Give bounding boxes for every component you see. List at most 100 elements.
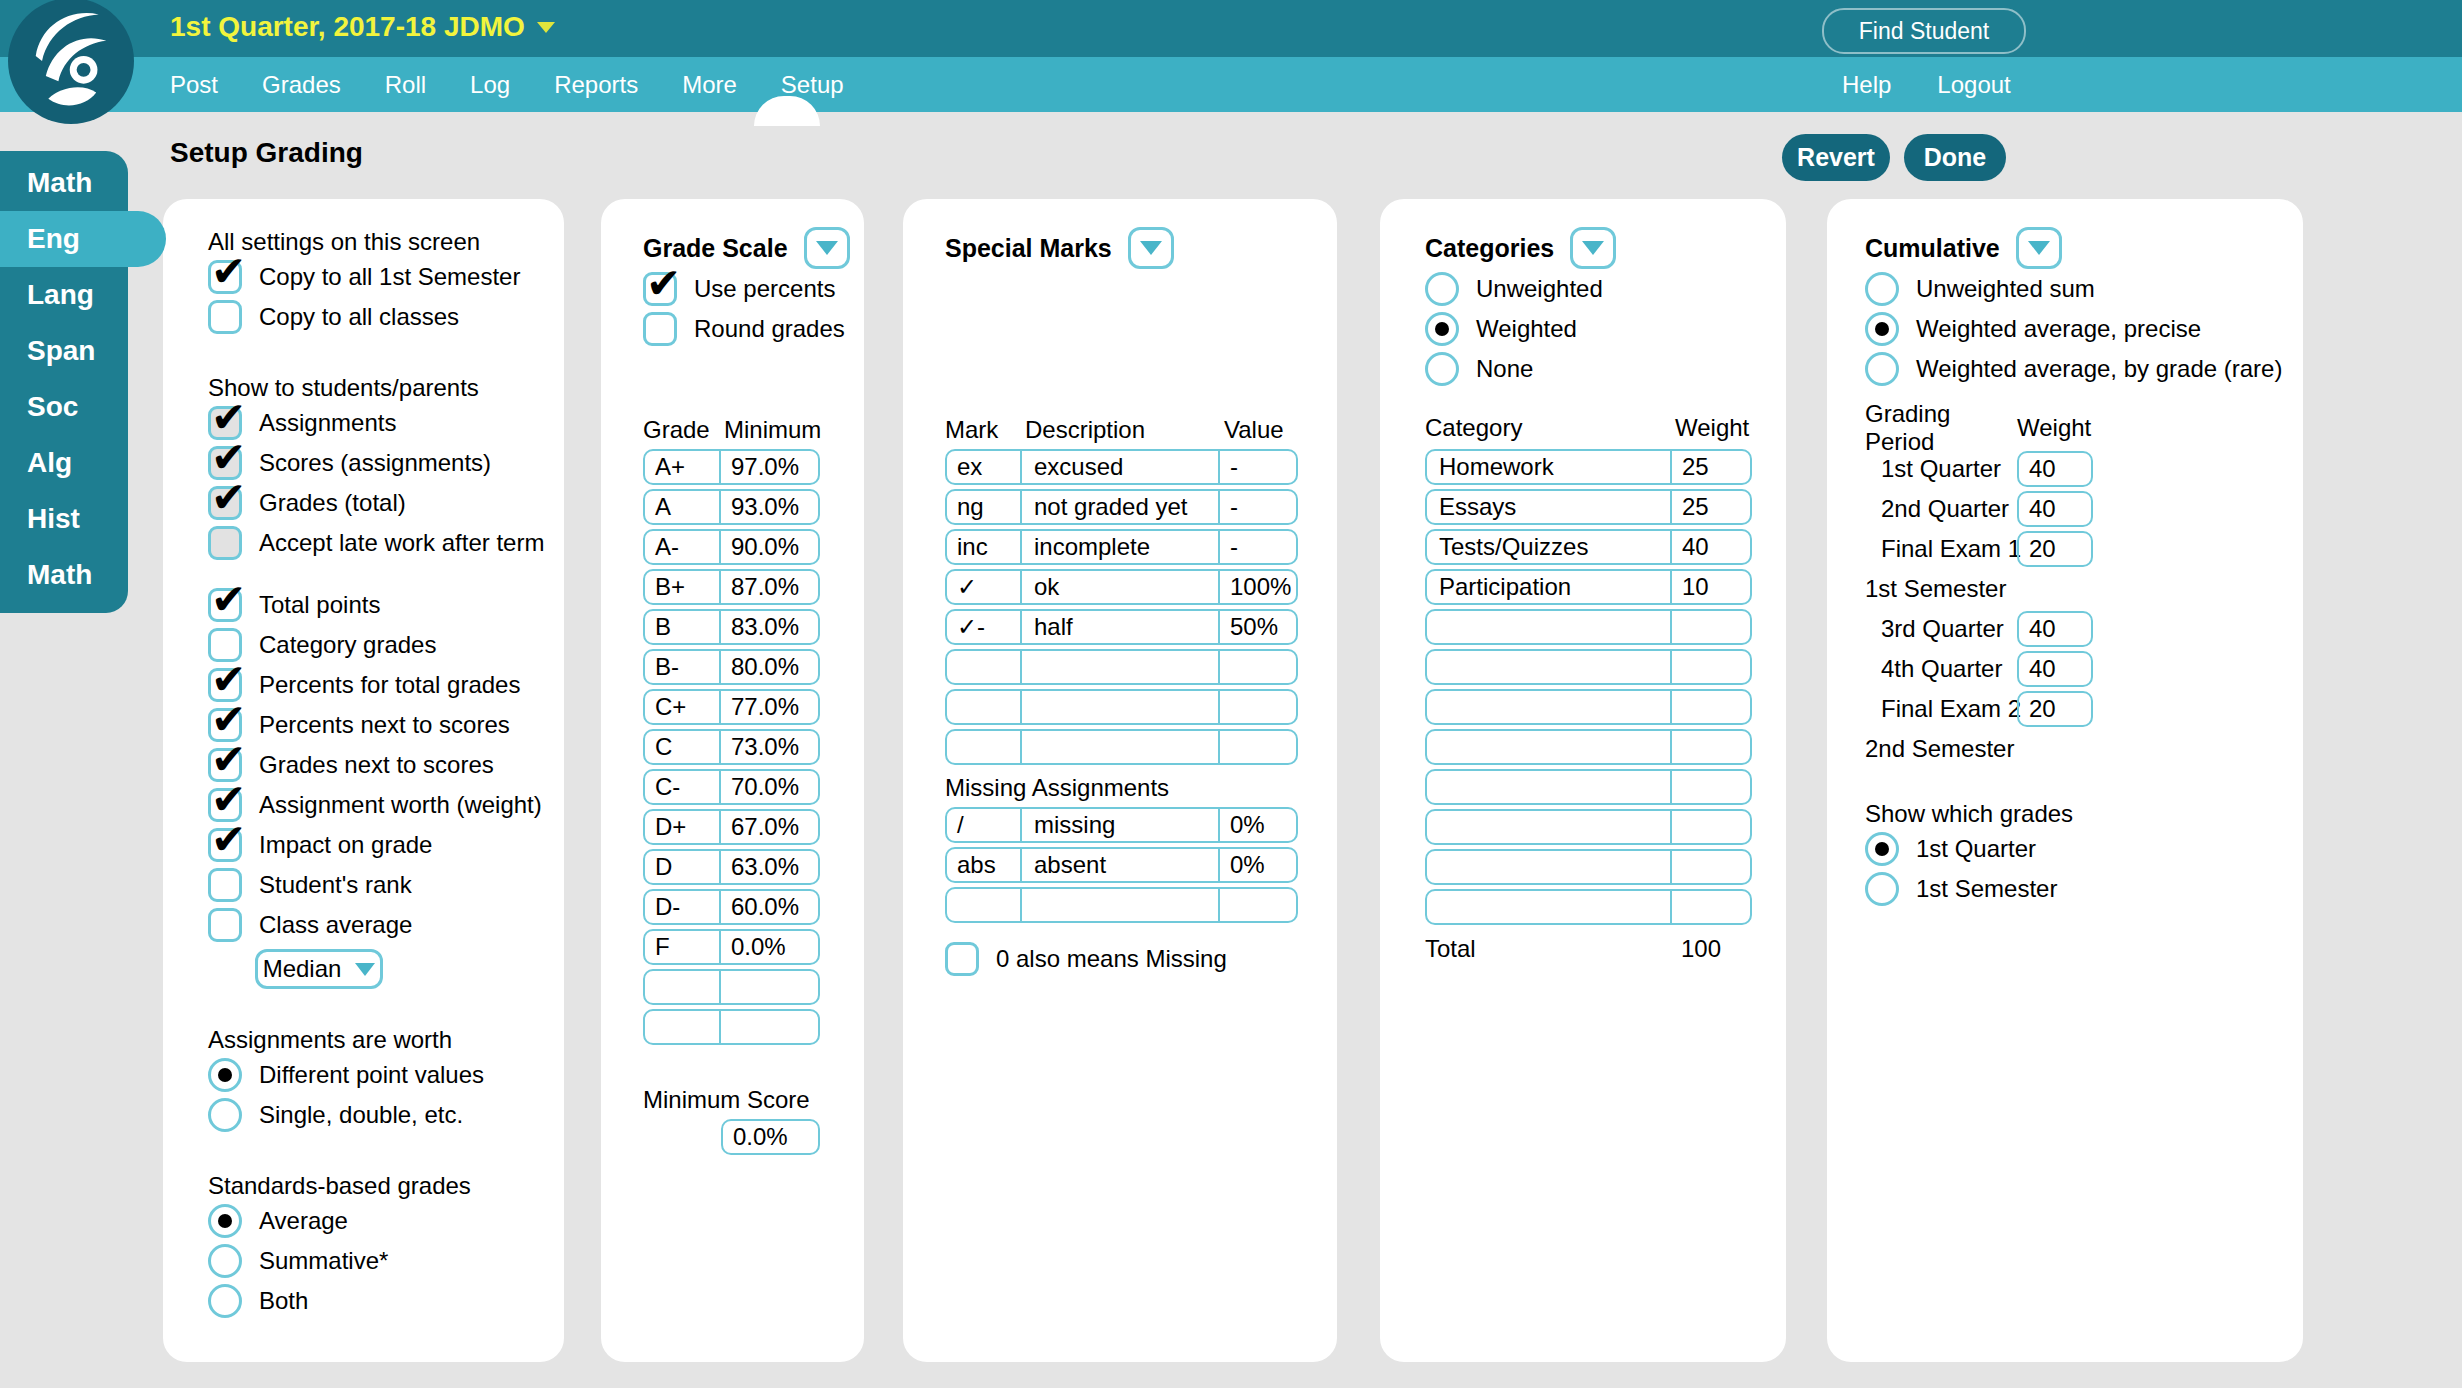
checkbox-row[interactable]: Assignments: [208, 403, 564, 443]
mark-input[interactable]: ✓-: [947, 611, 1022, 643]
weight-input[interactable]: 25: [1672, 451, 1750, 483]
minimum-input[interactable]: [721, 1011, 818, 1043]
description-input[interactable]: [1022, 889, 1220, 921]
minimum-input[interactable]: 80.0%: [721, 651, 818, 683]
radio-button[interactable]: [208, 1284, 242, 1318]
minimum-input[interactable]: 93.0%: [721, 491, 818, 523]
weight-input[interactable]: [1672, 731, 1750, 763]
mark-input[interactable]: /: [947, 809, 1022, 841]
checkbox[interactable]: [208, 588, 242, 622]
grade-input[interactable]: D: [645, 851, 721, 883]
radio-row[interactable]: None: [1425, 349, 1786, 389]
nav-item[interactable]: Logout: [1937, 71, 2010, 99]
weight-input[interactable]: 40: [2017, 611, 2093, 647]
sidebar-class-tab[interactable]: Span: [0, 323, 128, 379]
checkbox[interactable]: [208, 908, 242, 942]
nav-item[interactable]: Help: [1842, 71, 1891, 99]
radio-row[interactable]: Both: [208, 1281, 564, 1321]
radio-button[interactable]: [1865, 832, 1899, 866]
checkbox-row[interactable]: Percents next to scores: [208, 705, 564, 745]
description-input[interactable]: [1022, 651, 1220, 683]
sidebar-class-tab[interactable]: Eng: [0, 211, 166, 267]
description-input[interactable]: half: [1022, 611, 1220, 643]
category-input[interactable]: [1427, 851, 1672, 883]
grade-input[interactable]: F: [645, 931, 721, 963]
nav-item[interactable]: Post: [170, 71, 218, 99]
category-input[interactable]: [1427, 771, 1672, 803]
radio-row[interactable]: Weighted average, precise: [1865, 309, 2303, 349]
checkbox[interactable]: [643, 312, 677, 346]
category-input[interactable]: Essays: [1427, 491, 1672, 523]
checkbox[interactable]: [643, 272, 677, 306]
zero-means-missing-checkbox-row[interactable]: 0 also means Missing: [945, 939, 1337, 979]
minimum-input[interactable]: 63.0%: [721, 851, 818, 883]
weight-input[interactable]: 20: [2017, 691, 2093, 727]
radio-button[interactable]: [1425, 352, 1459, 386]
sidebar-class-tab[interactable]: Math: [0, 547, 128, 603]
value-input[interactable]: -: [1220, 491, 1296, 523]
radio-row[interactable]: Different point values: [208, 1055, 564, 1095]
minimum-input[interactable]: 73.0%: [721, 731, 818, 763]
checkbox[interactable]: [208, 526, 242, 560]
value-input[interactable]: [1220, 731, 1296, 763]
description-input[interactable]: not graded yet: [1022, 491, 1220, 523]
weight-input[interactable]: [1672, 771, 1750, 803]
value-input[interactable]: -: [1220, 451, 1296, 483]
find-student-button[interactable]: Find Student: [1822, 8, 2026, 54]
revert-button[interactable]: Revert: [1782, 134, 1890, 181]
description-input[interactable]: incomplete: [1022, 531, 1220, 563]
radio-button[interactable]: [1865, 312, 1899, 346]
weight-input[interactable]: 40: [2017, 651, 2093, 687]
nav-item[interactable]: Reports: [554, 71, 638, 99]
weight-input[interactable]: [1672, 651, 1750, 683]
checkbox[interactable]: [208, 486, 242, 520]
description-input[interactable]: excused: [1022, 451, 1220, 483]
minimum-input[interactable]: 0.0%: [721, 931, 818, 963]
special-marks-menu-button[interactable]: [1128, 227, 1174, 269]
minimum-input[interactable]: 97.0%: [721, 451, 818, 483]
checkbox-row[interactable]: Use percents: [643, 269, 864, 309]
value-input[interactable]: 0%: [1220, 849, 1296, 881]
sidebar-class-tab[interactable]: Lang: [0, 267, 128, 323]
weight-input[interactable]: [1672, 851, 1750, 883]
minimum-input[interactable]: [721, 971, 818, 1003]
grade-input[interactable]: [645, 971, 721, 1003]
mark-input[interactable]: [947, 889, 1022, 921]
checkbox-row[interactable]: Category grades: [208, 625, 564, 665]
grade-scale-menu-button[interactable]: [804, 227, 850, 269]
grade-input[interactable]: B-: [645, 651, 721, 683]
radio-button[interactable]: [1865, 272, 1899, 306]
radio-row[interactable]: Average: [208, 1201, 564, 1241]
mark-input[interactable]: inc: [947, 531, 1022, 563]
checkbox[interactable]: [208, 260, 242, 294]
weight-input[interactable]: 20: [2017, 531, 2093, 567]
radio-button[interactable]: [1865, 872, 1899, 906]
checkbox-row[interactable]: Round grades: [643, 309, 864, 349]
value-input[interactable]: 50%: [1220, 611, 1296, 643]
description-input[interactable]: [1022, 731, 1220, 763]
nav-item[interactable]: Setup: [781, 71, 844, 99]
value-input[interactable]: [1220, 889, 1296, 921]
description-input[interactable]: ok: [1022, 571, 1220, 603]
category-input[interactable]: Homework: [1427, 451, 1672, 483]
radio-row[interactable]: Weighted: [1425, 309, 1786, 349]
category-input[interactable]: [1427, 691, 1672, 723]
radio-button[interactable]: [208, 1244, 242, 1278]
radio-button[interactable]: [208, 1204, 242, 1238]
grade-input[interactable]: D+: [645, 811, 721, 843]
radio-button[interactable]: [1425, 312, 1459, 346]
mark-input[interactable]: [947, 731, 1022, 763]
checkbox-row[interactable]: Impact on grade: [208, 825, 564, 865]
nav-item[interactable]: Log: [470, 71, 510, 99]
value-input[interactable]: [1220, 651, 1296, 683]
checkbox-row[interactable]: Student's rank: [208, 865, 564, 905]
checkbox-row[interactable]: Assignment worth (weight): [208, 785, 564, 825]
radio-button[interactable]: [1865, 352, 1899, 386]
sidebar-class-tab[interactable]: Soc: [0, 379, 128, 435]
app-logo[interactable]: [8, 0, 134, 124]
value-input[interactable]: 100%: [1220, 571, 1296, 603]
mark-input[interactable]: ✓: [947, 571, 1022, 603]
minimum-input[interactable]: 60.0%: [721, 891, 818, 923]
radio-row[interactable]: Summative*: [208, 1241, 564, 1281]
checkbox-row[interactable]: Class average: [208, 905, 564, 945]
